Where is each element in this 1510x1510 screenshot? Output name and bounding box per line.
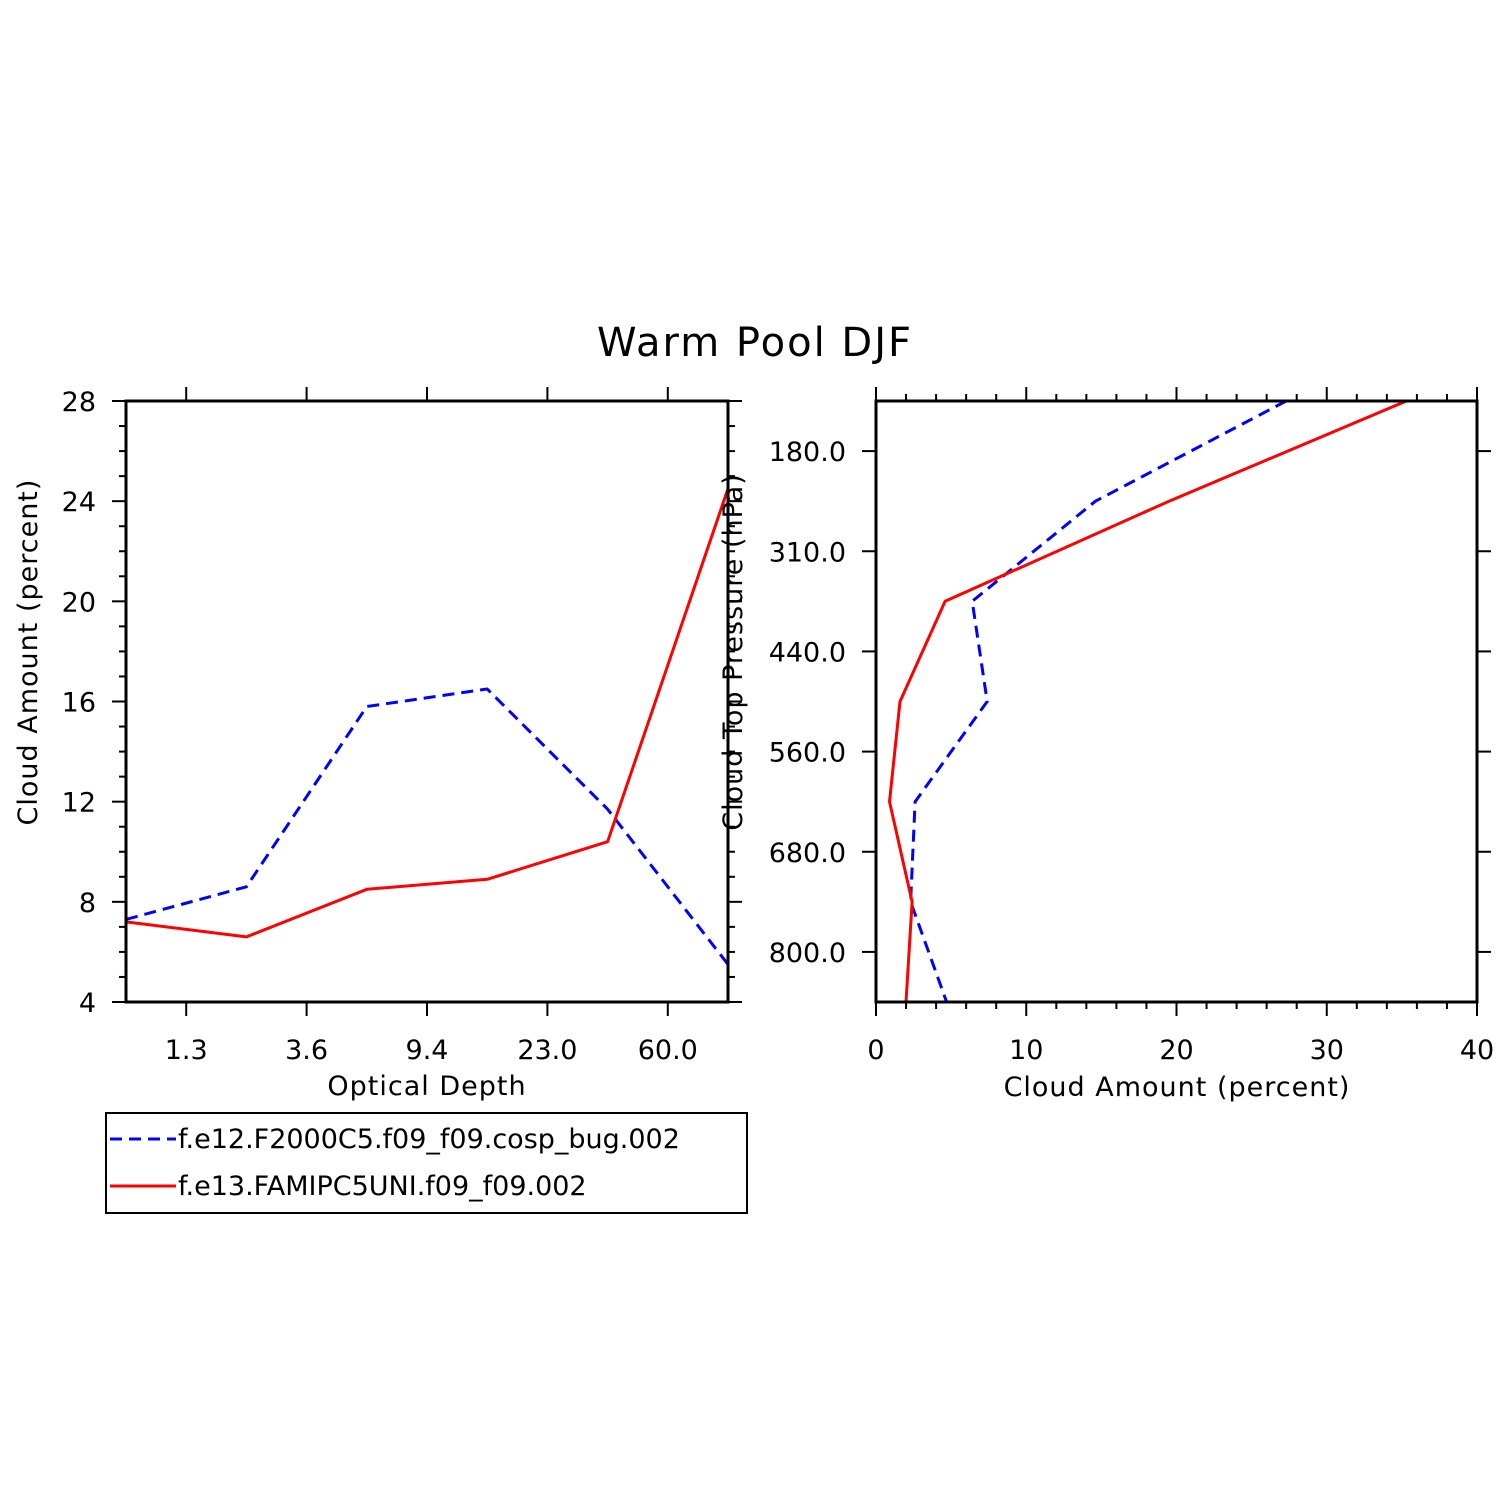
- x-tick-label: 0: [867, 1035, 884, 1066]
- right-x-axis-label: Cloud Amount (percent): [1004, 1072, 1351, 1103]
- legend: f.e12.F2000C5.f09_f09.cosp_bug.002 f.e13…: [105, 1112, 748, 1214]
- series-line-dashed: [125, 687, 730, 966]
- right-y-axis-label: Cloud Top Pressure (hPa): [718, 473, 749, 831]
- y-tick-label: 440.0: [769, 637, 846, 668]
- y-tick-label: 180.0: [769, 437, 846, 468]
- y-tick-label: 16: [62, 688, 96, 719]
- legend-entry-label: f.e13.FAMIPC5UNI.f09_f09.002: [178, 1171, 587, 1202]
- y-tick-label: 24: [62, 487, 96, 518]
- y-tick-label: 8: [79, 888, 96, 919]
- right-tick-labels: 0 10 20 30 40 180.0 310.0 440.0 560.0 680.0 800.0: [769, 437, 1494, 1066]
- x-tick-label: 10: [1009, 1035, 1043, 1066]
- y-tick-label: 28: [62, 387, 96, 418]
- y-tick-label: 800.0: [769, 938, 846, 969]
- x-tick-label: 30: [1310, 1035, 1344, 1066]
- x-tick-label: 60.0: [638, 1035, 698, 1066]
- y-tick-label: 20: [62, 587, 96, 618]
- x-tick-label: 20: [1159, 1035, 1193, 1066]
- left-x-axis-label: Optical Depth: [327, 1071, 526, 1102]
- left-series: [125, 488, 730, 966]
- left-plot-frame: [124, 399, 730, 1004]
- legend-entry-label: f.e12.F2000C5.f09_f09.cosp_bug.002: [178, 1124, 680, 1155]
- cloud-top-pressure-panel: 0 10 20 30 40180.0310.0440.0560.0680.0800.0 …: [718, 387, 1494, 1103]
- x-tick-label: 1.3: [165, 1035, 208, 1066]
- left-ticks: [112, 387, 742, 1016]
- right-series: [888, 399, 1407, 1003]
- legend-box: [105, 1112, 748, 1214]
- x-tick-label: 9.4: [406, 1035, 449, 1066]
- right-ticks: [862, 387, 1491, 1016]
- optical-depth-panel: 4 8 12 16 20 24 28 1.3 3.6 9.4 23.0 60.0 Optical De…: [13, 387, 742, 1102]
- y-tick-label: 12: [62, 788, 96, 819]
- y-tick-label: 680.0: [769, 838, 846, 869]
- y-tick-label: 4: [79, 988, 96, 1019]
- y-tick-label: 560.0: [769, 738, 846, 769]
- y-tick-label: 310.0: [769, 537, 846, 568]
- left-y-axis-label: Cloud Amount (percent): [13, 479, 44, 826]
- right-plot-frame: [874, 399, 1479, 1004]
- left-tick-labels: 4 8 12 16 20 24 28 1.3 3.6 9.4 23.0 60.0: [62, 387, 698, 1066]
- series-line-dashed: [909, 399, 1287, 1003]
- x-tick-label: 40: [1460, 1035, 1494, 1066]
- x-tick-label: 3.6: [285, 1035, 328, 1066]
- series-line-solid: [888, 399, 1407, 1003]
- series-line-solid: [125, 488, 730, 939]
- chart-title: Warm Pool DJF: [597, 320, 913, 366]
- x-tick-label: 23.0: [517, 1035, 577, 1066]
